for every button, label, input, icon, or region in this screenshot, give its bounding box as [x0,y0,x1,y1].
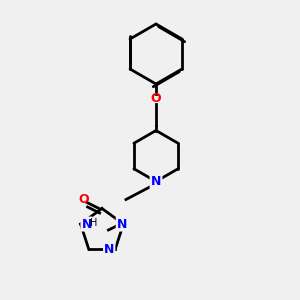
Text: O: O [79,193,89,206]
Text: N: N [104,243,114,256]
Text: N: N [151,175,161,188]
Text: N: N [117,218,127,230]
Text: H: H [90,218,98,227]
Text: N: N [81,218,92,230]
Text: O: O [151,92,161,106]
